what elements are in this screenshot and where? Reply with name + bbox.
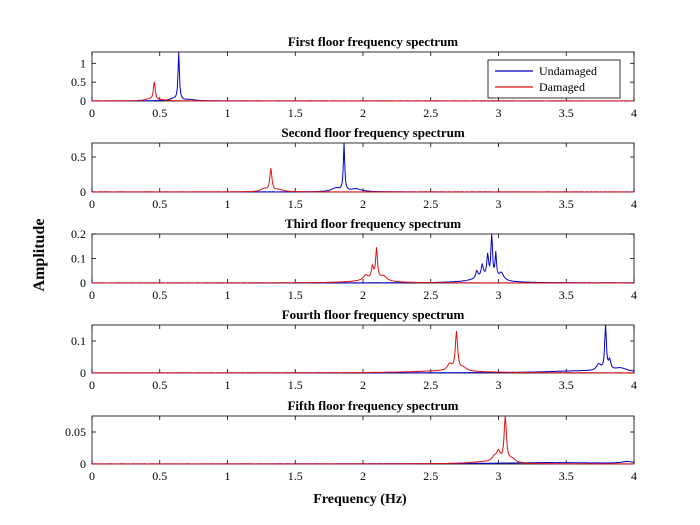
- panels-group: First floor frequency spectrum 0 0.5 1 1.5 2 2…: [65, 34, 637, 483]
- legend: Undamaged Damaged: [487, 59, 621, 99]
- legend-damaged-label: Damaged: [539, 80, 585, 94]
- second-x-tick-label: 2: [360, 197, 366, 211]
- second-x-tick-label: 2.5: [423, 197, 438, 211]
- fifth-x-tick-label: 3: [496, 469, 502, 483]
- fourth-y-tick-label: 0: [80, 366, 86, 380]
- second-x-tick-label: 1: [225, 197, 231, 211]
- fourth-floor-title: Fourth floor frequency spectrum: [282, 307, 465, 322]
- third-y-tick-label: 0: [80, 276, 86, 290]
- first-x-tick-label: 0.5: [152, 106, 167, 120]
- fourth-x-tick-label: 4: [631, 378, 637, 392]
- fifth-floor-axes: [91, 415, 635, 465]
- third-x-tick-label: 1: [225, 288, 231, 302]
- third-x-tick-label: 0: [89, 288, 95, 302]
- fourth-x-tick-label: 1.5: [288, 378, 303, 392]
- third-y-tick-label: 0.2: [71, 227, 86, 241]
- second-floor-axes: [91, 142, 635, 193]
- second-floor-damaged-line: [92, 168, 635, 193]
- first-x-tick-label: 0: [89, 106, 95, 120]
- fifth-x-tick-label: 1: [225, 469, 231, 483]
- second-y-tick-label: 0: [80, 185, 86, 199]
- first-floor-damaged-line: [91, 81, 635, 102]
- fifth-floor-title: Fifth floor frequency spectrum: [287, 398, 458, 413]
- second-x-tick-label: 3.5: [559, 197, 574, 211]
- first-y-tick-label: 0.5: [71, 75, 86, 89]
- second-x-tick-label: 0: [89, 197, 95, 211]
- second-x-tick-label: 1.5: [288, 197, 303, 211]
- legend-undamaged-label: Undamaged: [539, 64, 597, 78]
- third-x-tick-label: 4: [631, 288, 637, 302]
- first-x-tick-label: 4: [631, 106, 637, 120]
- third-floor-axes: [91, 233, 635, 284]
- fourth-x-tick-label: 0: [89, 378, 95, 392]
- third-x-tick-label: 3.5: [559, 288, 574, 302]
- first-floor-title: First floor frequency spectrum: [288, 34, 458, 49]
- x-axis-label: Frequency (Hz): [313, 492, 407, 507]
- second-y-tick-label: 0.5: [71, 150, 86, 164]
- fourth-x-tick-label: 3: [496, 378, 502, 392]
- third-floor-title: Third floor frequency spectrum: [285, 216, 461, 231]
- fifth-x-tick-label: 0: [89, 469, 95, 483]
- first-x-tick-label: 1.5: [288, 106, 303, 120]
- legend-box: [487, 59, 621, 99]
- third-y-tick-label: 0.1: [71, 252, 86, 266]
- fifth-floor-panel: Fifth floor frequency spectrum 0 0.5 1 1.5 2 2…: [65, 398, 637, 483]
- second-x-tick-label: 0.5: [152, 197, 167, 211]
- first-x-tick-label: 2.5: [423, 106, 438, 120]
- fourth-floor-damaged-line: [91, 331, 635, 374]
- first-x-tick-label: 3: [496, 106, 502, 120]
- first-y-tick-label: 0: [80, 94, 86, 108]
- third-floor-damaged-line: [91, 247, 635, 284]
- y-axis-label: Amplitude: [31, 219, 48, 292]
- third-x-tick-label: 1.5: [288, 288, 303, 302]
- second-x-tick-label: 4: [631, 197, 637, 211]
- third-x-tick-label: 2: [360, 288, 366, 302]
- fourth-x-tick-label: 3.5: [559, 378, 574, 392]
- first-x-tick-label: 1: [225, 106, 231, 120]
- first-x-tick-label: 2: [360, 106, 366, 120]
- second-floor-panel: Second floor frequency spectrum 0 0.5 1 1.5 2…: [71, 125, 637, 211]
- fifth-x-tick-label: 2: [360, 469, 366, 483]
- third-x-tick-label: 3: [496, 288, 502, 302]
- first-x-tick-label: 3.5: [559, 106, 574, 120]
- fifth-y-tick-label: 0.05: [65, 425, 86, 439]
- fourth-x-tick-label: 2.5: [423, 378, 438, 392]
- second-floor-title: Second floor frequency spectrum: [281, 125, 464, 140]
- fourth-x-tick-label: 0.5: [152, 378, 167, 392]
- first-y-tick-label: 1: [80, 56, 86, 70]
- third-floor-panel: Third floor frequency spectrum 0 0.5 1 1.5 2 2…: [71, 216, 637, 302]
- fourth-floor-axes: [91, 324, 635, 374]
- fifth-y-tick-label: 0: [80, 457, 86, 471]
- fifth-x-tick-label: 3.5: [559, 469, 574, 483]
- fourth-x-tick-label: 1: [225, 378, 231, 392]
- fourth-y-tick-label: 0.1: [71, 334, 86, 348]
- second-x-tick-label: 3: [496, 197, 502, 211]
- fourth-x-tick-label: 2: [360, 378, 366, 392]
- third-x-tick-label: 0.5: [152, 288, 167, 302]
- fifth-x-tick-label: 0.5: [152, 469, 167, 483]
- fifth-x-tick-label: 4: [631, 469, 637, 483]
- fifth-floor-damaged-line: [91, 415, 635, 465]
- fifth-x-tick-label: 2.5: [423, 469, 438, 483]
- fifth-x-tick-label: 1.5: [288, 469, 303, 483]
- third-x-tick-label: 2.5: [423, 288, 438, 302]
- fourth-floor-panel: Fourth floor frequency spectrum 0 0.5 1 1.5 2…: [71, 307, 637, 392]
